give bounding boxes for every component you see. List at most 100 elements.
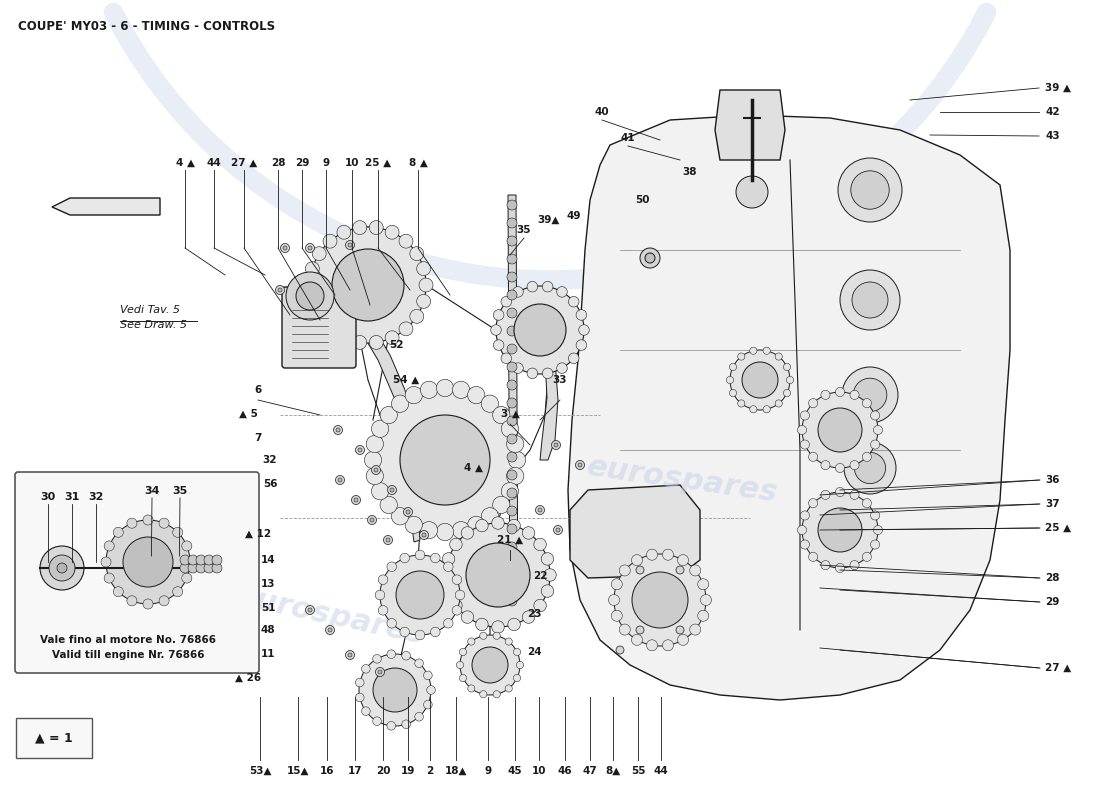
Circle shape <box>460 648 466 655</box>
Circle shape <box>579 325 590 335</box>
Circle shape <box>616 646 624 654</box>
Text: 4 ▲: 4 ▲ <box>464 463 484 473</box>
Circle shape <box>850 561 859 570</box>
Circle shape <box>452 606 462 615</box>
Circle shape <box>364 451 382 469</box>
Circle shape <box>173 527 183 538</box>
Text: 28: 28 <box>1045 573 1059 583</box>
Circle shape <box>417 294 430 308</box>
Circle shape <box>492 517 504 530</box>
Circle shape <box>763 406 770 413</box>
Circle shape <box>508 519 520 532</box>
Circle shape <box>553 526 562 534</box>
Text: ▲ 12: ▲ 12 <box>245 529 271 539</box>
Text: 14: 14 <box>261 555 275 565</box>
FancyBboxPatch shape <box>16 718 92 758</box>
Text: 10: 10 <box>344 158 360 168</box>
Circle shape <box>502 420 518 438</box>
Text: 44: 44 <box>207 158 221 168</box>
Circle shape <box>821 561 830 570</box>
Circle shape <box>543 569 557 582</box>
Circle shape <box>493 406 510 424</box>
Circle shape <box>392 395 409 412</box>
Text: 24: 24 <box>527 647 541 657</box>
Circle shape <box>415 630 425 640</box>
Circle shape <box>818 408 862 452</box>
Circle shape <box>204 563 214 573</box>
Circle shape <box>466 543 530 607</box>
Circle shape <box>57 563 67 573</box>
Circle shape <box>385 226 399 239</box>
Circle shape <box>345 650 354 659</box>
Circle shape <box>113 586 123 597</box>
Circle shape <box>507 467 524 485</box>
Circle shape <box>505 685 513 692</box>
Circle shape <box>636 566 644 574</box>
Circle shape <box>306 262 319 276</box>
Text: Vedi Tav. 5: Vedi Tav. 5 <box>120 305 180 315</box>
Circle shape <box>182 573 191 583</box>
Circle shape <box>645 253 654 263</box>
Circle shape <box>312 310 327 323</box>
Circle shape <box>427 686 436 694</box>
Circle shape <box>456 662 463 669</box>
Circle shape <box>576 310 586 320</box>
Circle shape <box>113 527 123 538</box>
Circle shape <box>323 322 337 336</box>
Circle shape <box>690 624 701 635</box>
Text: 17: 17 <box>348 766 362 776</box>
Circle shape <box>336 475 344 485</box>
Circle shape <box>507 435 524 453</box>
Text: 8 ▲: 8 ▲ <box>408 158 428 168</box>
Text: 22: 22 <box>532 571 548 581</box>
Circle shape <box>373 717 382 726</box>
Text: 29: 29 <box>1045 597 1059 607</box>
Circle shape <box>862 498 871 508</box>
Polygon shape <box>52 198 160 215</box>
Circle shape <box>750 347 757 354</box>
Circle shape <box>212 563 222 573</box>
Circle shape <box>507 272 517 282</box>
Circle shape <box>783 363 791 370</box>
Text: 44: 44 <box>653 766 669 776</box>
Circle shape <box>507 560 517 570</box>
Circle shape <box>808 398 817 408</box>
Circle shape <box>701 594 712 606</box>
Text: 32: 32 <box>88 492 103 502</box>
Circle shape <box>308 608 312 612</box>
Circle shape <box>662 549 673 560</box>
Circle shape <box>491 325 502 335</box>
Text: 31: 31 <box>64 492 79 502</box>
Circle shape <box>507 200 517 210</box>
Circle shape <box>373 388 517 532</box>
Circle shape <box>619 624 630 635</box>
Circle shape <box>410 246 424 261</box>
Circle shape <box>507 452 517 462</box>
Circle shape <box>278 288 282 292</box>
Circle shape <box>840 270 900 330</box>
Circle shape <box>345 241 354 250</box>
Circle shape <box>502 482 518 500</box>
Text: 37: 37 <box>1045 499 1059 509</box>
Circle shape <box>386 538 390 542</box>
Polygon shape <box>363 330 412 425</box>
Text: 6: 6 <box>254 385 262 395</box>
Circle shape <box>507 416 517 426</box>
Text: 10: 10 <box>531 766 547 776</box>
Circle shape <box>726 376 734 384</box>
Circle shape <box>452 381 470 398</box>
Circle shape <box>514 648 520 655</box>
Circle shape <box>500 297 512 307</box>
Circle shape <box>534 538 547 550</box>
Circle shape <box>312 246 327 261</box>
Text: Valid till engine Nr. 76866: Valid till engine Nr. 76866 <box>52 650 205 660</box>
Circle shape <box>763 347 770 354</box>
Polygon shape <box>540 330 558 460</box>
Circle shape <box>180 563 190 573</box>
Circle shape <box>631 554 642 566</box>
Text: eurospares: eurospares <box>233 582 427 650</box>
Circle shape <box>738 353 745 360</box>
Circle shape <box>482 508 498 525</box>
Circle shape <box>381 496 397 514</box>
Circle shape <box>400 554 409 563</box>
